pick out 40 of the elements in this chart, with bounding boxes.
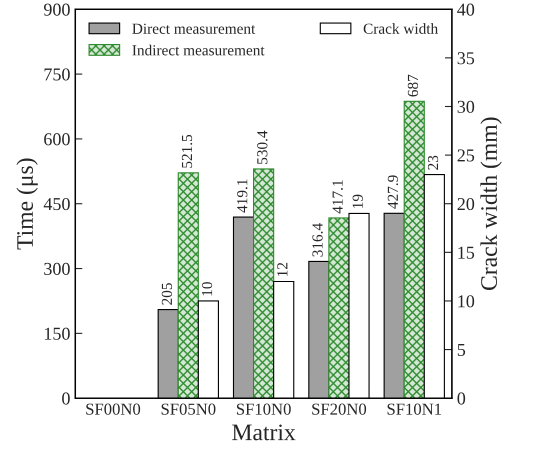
y-tick-label: 750	[44, 68, 70, 81]
legend-label: Direct measurement	[132, 24, 256, 34]
data-label: 316.4	[312, 223, 323, 257]
data-label: 23	[428, 156, 438, 170]
y2-tick-label: 30	[458, 100, 474, 113]
y-tick-label: 900	[44, 4, 70, 16]
y2-tick-label: 15	[458, 246, 474, 259]
y2-axis-title: Crack width (mm)	[480, 118, 502, 290]
y2-tick-label: 20	[458, 198, 474, 210]
y2-tick-label: 0	[457, 392, 466, 405]
x-tick-label: SF10N0	[236, 404, 291, 415]
x-tick-label: SF10N1	[388, 404, 442, 415]
y2-tick-label: 5	[458, 344, 466, 356]
x-tick-label: SF20N0	[312, 404, 366, 415]
data-label: 427.9	[388, 175, 398, 209]
data-label: 687	[408, 74, 418, 96]
y2-tick-label: 35	[458, 52, 474, 64]
data-label: 205	[162, 283, 172, 305]
y2-tick-label: 25	[458, 149, 474, 162]
legend-label: Indirect measurement	[132, 44, 265, 56]
data-label: 19	[352, 194, 363, 208]
y-tick-label: 300	[44, 262, 70, 275]
data-label: 417.1	[332, 180, 343, 214]
y-tick-label: 450	[44, 198, 70, 210]
data-label: 530.4	[257, 130, 268, 164]
data-label: 419.1	[237, 179, 248, 213]
y-axis-title: Time (μs)	[16, 158, 38, 250]
y2-tick-label: 40	[457, 4, 474, 16]
y-tick-label: 600	[44, 133, 70, 146]
y2-tick-label: 10	[458, 295, 474, 308]
legend-label: Crack width	[364, 23, 438, 34]
x-tick-label: SF05N0	[162, 404, 216, 415]
x-axis-title: Matrix	[232, 424, 296, 440]
bar	[178, 172, 199, 398]
y-tick-label: 0	[62, 392, 70, 405]
x-tick-label: SF00N0	[86, 404, 140, 415]
y-tick-label: 150	[44, 328, 70, 340]
data-label: 521.5	[182, 134, 192, 168]
data-label: 10	[202, 282, 212, 296]
data-label: 12	[277, 262, 288, 276]
